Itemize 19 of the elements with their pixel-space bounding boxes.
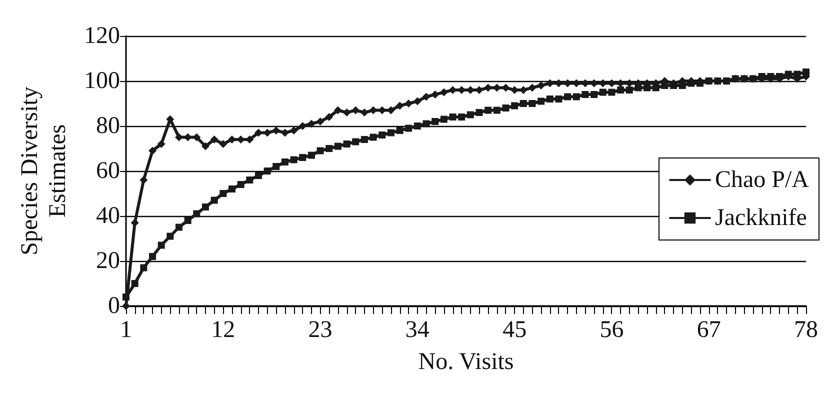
y-tick-label: 60 (96, 158, 120, 184)
x-tick-label: 67 (696, 317, 721, 343)
y-tick-label: 120 (84, 23, 120, 49)
y-tick-label: 80 (96, 113, 120, 139)
y-tick-label: 100 (84, 68, 120, 94)
y-tick-label: 40 (96, 203, 120, 229)
x-tick-label: 45 (502, 317, 527, 343)
x-axis-title: No. Visits (418, 349, 514, 375)
x-tick-label: 12 (211, 317, 236, 343)
y-tick-label: 0 (108, 293, 120, 319)
y-axis-title: Species Diversity Estimates (17, 86, 71, 256)
x-tick-label: 23 (308, 317, 332, 343)
legend-label: Jackknife (714, 205, 807, 231)
x-tick-label: 1 (120, 317, 132, 343)
x-tick-label: 56 (600, 317, 624, 343)
x-tick-label: 34 (405, 317, 430, 343)
y-tick-label: 20 (96, 248, 120, 274)
legend-label: Chao P/A (714, 167, 810, 193)
x-tick-label: 78 (794, 317, 818, 343)
